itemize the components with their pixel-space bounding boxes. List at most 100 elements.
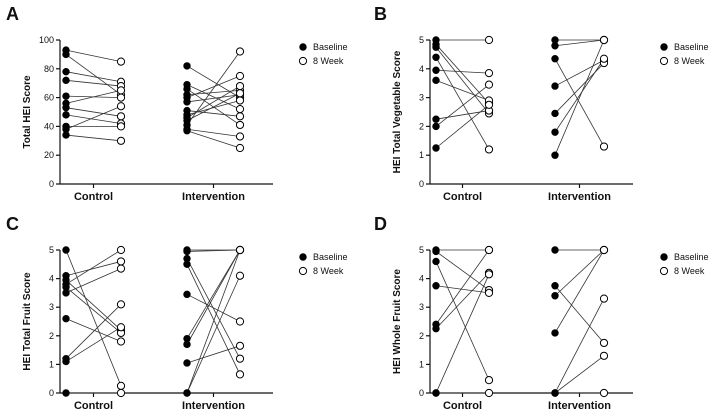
panel-b-baseline-point bbox=[551, 55, 559, 63]
panel-d-week8-point bbox=[599, 338, 609, 348]
panel-b-baseline-point bbox=[551, 128, 559, 136]
panel-d-week8-point bbox=[484, 270, 494, 279]
panel-a-week8-point bbox=[235, 96, 245, 105]
panel-b-pair-line bbox=[554, 39, 605, 156]
panel-c-baseline-point bbox=[183, 247, 191, 256]
panel-d-baseline-point bbox=[551, 282, 559, 290]
panel-a-week8-point bbox=[235, 47, 245, 56]
panel-a-week8-point bbox=[235, 143, 245, 153]
panel-a-x-tick-label: Intervention bbox=[182, 191, 245, 203]
panel-b-pair-line bbox=[554, 58, 605, 147]
panel-c-y-tick-label: 0 bbox=[49, 388, 54, 398]
panel-a-legend-week8-label: 8 Week bbox=[313, 56, 344, 66]
panel-d-y-tick-label: 1 bbox=[419, 359, 424, 369]
panel-b-week8-point bbox=[599, 35, 609, 45]
panel-a-pair-line bbox=[65, 134, 122, 142]
panel-a-week8-point bbox=[235, 89, 245, 98]
panel-b-pair-line bbox=[435, 104, 490, 149]
panel-b-week8-point bbox=[484, 35, 494, 45]
panel-a-week8-point bbox=[116, 112, 126, 121]
panel-c-y-tick-label: 2 bbox=[49, 331, 54, 341]
panel-c-letter: C bbox=[6, 214, 19, 234]
panel-d-x-tick-label: Intervention bbox=[548, 400, 611, 412]
panel-c-week8-point bbox=[235, 354, 245, 363]
panel-c-week8-point bbox=[116, 337, 126, 346]
panel-c-pair-line bbox=[65, 268, 122, 294]
panel-a-week8-point bbox=[235, 71, 245, 81]
panel-c-pair-line bbox=[65, 249, 122, 387]
panel-b-legend-week8-marker bbox=[659, 56, 669, 66]
panel-d-week8-point bbox=[484, 376, 494, 385]
panel-d-pair-line bbox=[554, 285, 605, 344]
panel-c-pair-line bbox=[65, 286, 122, 334]
panel-a-week8-point bbox=[116, 136, 126, 145]
panel-d-pair-line bbox=[554, 249, 605, 297]
panel-d-pair-line bbox=[435, 272, 490, 329]
panel-d-pair-line bbox=[435, 261, 490, 381]
panel-a-baseline-point bbox=[62, 76, 70, 85]
panel-b-y-axis-title: HEI Total Vegetable Score bbox=[392, 50, 403, 173]
panel-d-baseline-point bbox=[432, 247, 440, 256]
panel-a-letter: A bbox=[6, 4, 19, 24]
panel-a-legend-baseline-marker bbox=[299, 43, 307, 51]
panel-b-week8-point bbox=[484, 69, 494, 78]
panel-c-legend-baseline-marker bbox=[299, 253, 307, 261]
panel-a-week8-point bbox=[235, 81, 245, 91]
panel-b-legend-baseline-marker bbox=[660, 43, 668, 51]
panel-b-pair-line bbox=[435, 46, 490, 114]
panel-c-y-tick-label: 5 bbox=[49, 245, 54, 255]
panel-c-pair-line bbox=[186, 264, 241, 375]
panel-a-y-tick-label: 0 bbox=[49, 179, 54, 189]
panel-b-y-tick-label: 4 bbox=[419, 64, 424, 74]
panel-c-pair-line bbox=[65, 249, 122, 285]
panel-a-pair-line bbox=[186, 84, 241, 110]
panel-a-pair-line bbox=[65, 71, 122, 83]
panel-d-baseline-point bbox=[551, 329, 559, 337]
panel-b-y-tick-label: 0 bbox=[419, 179, 424, 189]
panel-c-pair-line bbox=[186, 258, 241, 359]
panel-d-pair-line bbox=[554, 249, 605, 334]
panel-a-pair-line bbox=[65, 79, 122, 87]
panel-a-y-tick-label: 60 bbox=[44, 93, 54, 103]
panel-d-baseline-point bbox=[551, 389, 559, 397]
panel-c-pair-line bbox=[65, 318, 122, 342]
panel-d-baseline-point bbox=[432, 282, 440, 290]
panel-a-y-tick-label: 40 bbox=[44, 121, 54, 131]
panel-c-week8-point bbox=[116, 257, 126, 266]
panel-a-x-tick-label: Control bbox=[74, 191, 113, 203]
panel-c-week8-point bbox=[235, 245, 245, 255]
panel-b-baseline-point bbox=[551, 109, 559, 118]
panel-c-week8-point bbox=[116, 300, 126, 309]
panel-c-pair-line bbox=[65, 261, 122, 277]
panel-d-y-tick-label: 4 bbox=[419, 274, 424, 284]
panel-b-week8-point bbox=[599, 142, 609, 151]
panel-a-week8-point bbox=[116, 122, 126, 131]
panel-b-y-tick-label: 1 bbox=[419, 150, 424, 160]
panel-c-y-axis-title: HEI Total Fruit Score bbox=[22, 272, 33, 371]
panel-b-baseline-point bbox=[432, 43, 440, 51]
panel-b-pair-line bbox=[435, 79, 490, 101]
panel-a-baseline-point bbox=[62, 50, 70, 59]
panel-b-week8-point bbox=[484, 80, 494, 89]
panel-a-baseline-point bbox=[62, 67, 70, 76]
panel-c-baseline-point bbox=[183, 359, 191, 367]
panel-c-week8-point bbox=[116, 388, 126, 398]
panel-b-legend-baseline-label: Baseline bbox=[674, 42, 709, 52]
panel-a-pair-line bbox=[186, 65, 241, 98]
panel-c-week8-point bbox=[235, 341, 245, 350]
panel-b-baseline-point bbox=[432, 76, 440, 85]
panel-a-baseline-point bbox=[62, 103, 70, 112]
panel-a-week8-point bbox=[116, 86, 126, 95]
panel-a-week8-point bbox=[116, 102, 126, 111]
panel-a-baseline-point bbox=[62, 111, 70, 119]
panel-a-pair-line bbox=[65, 107, 122, 117]
panel-c-baseline-point bbox=[183, 260, 191, 268]
panel-b-pair-line bbox=[435, 110, 490, 120]
panel-b-pair-line bbox=[554, 59, 605, 87]
panel-d-week8-point bbox=[484, 388, 494, 398]
panel-c-pair-line bbox=[186, 249, 241, 252]
panel-c-baseline-point bbox=[62, 389, 70, 397]
panel-b-x-tick-label: Intervention bbox=[548, 191, 611, 203]
panel-b-week8-point bbox=[599, 54, 609, 63]
panel-b-week8-point bbox=[484, 145, 494, 154]
